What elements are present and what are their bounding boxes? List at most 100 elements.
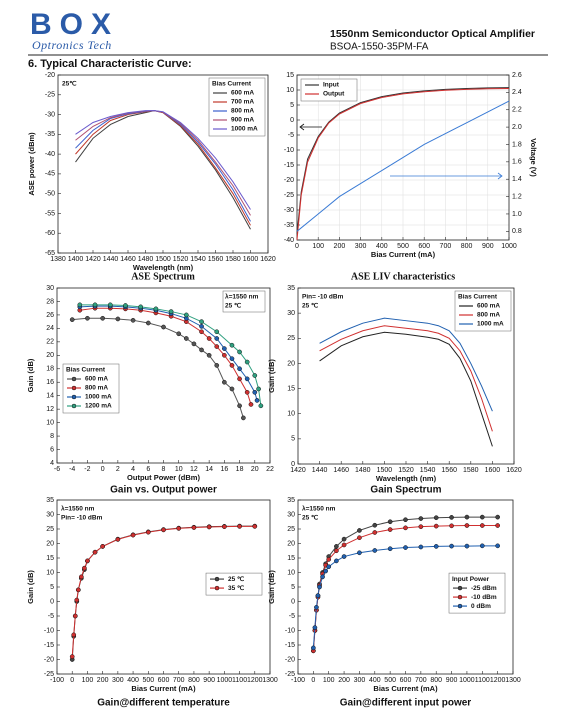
x-tick-label: 300 [354, 677, 366, 684]
x-tick-label: 1460 [120, 256, 136, 263]
data-point [244, 389, 250, 395]
y2-tick-label: 0.8 [512, 228, 522, 235]
x-tick-label: 1620 [506, 467, 522, 474]
x-tick-label: 500 [384, 677, 396, 684]
x-axis-label: Wavelength (nm) [376, 474, 437, 483]
y-tick-label: -65 [45, 250, 55, 257]
chart-caption: Gain Spectrum [370, 485, 441, 496]
data-point [78, 574, 84, 580]
y2-tick-label: 1.4 [512, 176, 522, 183]
x-tick-label: 900 [446, 677, 458, 684]
chart-caption: Gain@different input power [340, 698, 472, 709]
legend-label: 800 mA [477, 312, 500, 319]
arrow [299, 123, 322, 131]
series-line [319, 325, 493, 432]
data-point [464, 543, 470, 549]
y-tick-label: 0 [291, 598, 295, 605]
data-point [403, 517, 408, 523]
x-tick-label: 1600 [243, 256, 259, 263]
data-point [326, 564, 332, 570]
data-point [85, 315, 90, 321]
legend-marker [457, 594, 463, 600]
y-tick-label: -25 [285, 671, 295, 678]
y2-tick-label: 1.2 [512, 193, 522, 200]
x-axis-label: Bias Current (mA) [373, 684, 438, 693]
data-point [464, 514, 470, 520]
data-point [138, 304, 144, 310]
y-tick-label: -10 [44, 627, 54, 634]
x-tick-label: 0 [311, 677, 315, 684]
x-tick-label: 900 [482, 243, 494, 250]
x-tick-label: 12 [190, 466, 198, 473]
x-tick-label: 200 [338, 677, 350, 684]
chart-caption: ASE LIV characteristics [351, 271, 455, 282]
x-tick-label: 1420 [290, 467, 306, 474]
x-tick-label: 1000 [459, 677, 475, 684]
x-tick-label: 1440 [312, 467, 328, 474]
data-point [176, 526, 182, 531]
y-tick-label: 20 [46, 352, 54, 359]
arrow [390, 172, 503, 180]
y-tick-label: -5 [288, 132, 294, 139]
data-point [168, 309, 174, 314]
y2-tick-label: 1.0 [512, 211, 522, 218]
y-tick-label: 10 [286, 87, 294, 94]
legend-label: -10 dBm [471, 594, 497, 601]
plot-frame [56, 287, 271, 464]
y-tick-label: 22 [46, 339, 54, 346]
data-point [222, 346, 227, 351]
y-tick-label: 18 [46, 366, 54, 373]
series-line [296, 87, 510, 235]
y-tick-label: 30 [46, 511, 54, 518]
x-tick-label: 1380 [50, 256, 66, 263]
data-point [244, 359, 250, 365]
x-tick-label: 1540 [420, 467, 436, 474]
series-line [296, 100, 510, 232]
x-tick-label: -100 [50, 677, 64, 684]
x-tick-label: 600 [400, 677, 412, 684]
data-point [418, 516, 424, 521]
x-tick-label: 100 [312, 243, 324, 250]
annotation-box [222, 290, 266, 313]
data-point [495, 514, 500, 520]
y-axis-label: Gain (dB) [267, 570, 276, 604]
data-point [115, 316, 121, 322]
legend-marker [71, 394, 77, 400]
x-tick-label: 300 [355, 243, 367, 250]
x-tick-label: 10 [175, 466, 183, 473]
data-point [372, 548, 378, 553]
x-tick-label: 200 [334, 243, 346, 250]
y-tick-label: 5 [50, 584, 54, 591]
y-tick-label: 6 [50, 446, 54, 453]
legend-box [208, 77, 266, 137]
x-tick-label: 600 [418, 243, 430, 250]
data-point [191, 525, 197, 530]
y2-tick-label: 1.6 [512, 159, 522, 166]
x-tick-label: 1100 [232, 677, 247, 684]
data-point [214, 329, 220, 335]
x-tick-label: 500 [397, 243, 409, 250]
data-point [433, 523, 439, 529]
data-point [387, 527, 393, 532]
y-tick-label: -10 [285, 627, 295, 634]
y-axis-label: Gain (dB) [26, 570, 35, 604]
y-tick-label: 16 [46, 379, 54, 386]
data-point [433, 544, 439, 549]
x-tick-label: 4 [131, 466, 135, 473]
data-point [372, 530, 378, 535]
data-point [254, 398, 260, 403]
data-point [222, 524, 227, 530]
data-point [449, 515, 454, 520]
y-tick-label: -20 [45, 72, 55, 79]
data-point [145, 320, 151, 326]
legend-label: 1000 mA [85, 394, 112, 401]
x-tick-label: 0 [295, 243, 299, 250]
plot-frame [296, 74, 510, 241]
y-tick-label: 15 [46, 555, 54, 562]
x-tick-label: 22 [266, 466, 274, 473]
data-point [115, 537, 121, 542]
plot-frame [297, 287, 515, 465]
legend-label: Input [323, 82, 340, 89]
data-point [237, 403, 242, 409]
x-tick-label: 700 [440, 243, 452, 250]
